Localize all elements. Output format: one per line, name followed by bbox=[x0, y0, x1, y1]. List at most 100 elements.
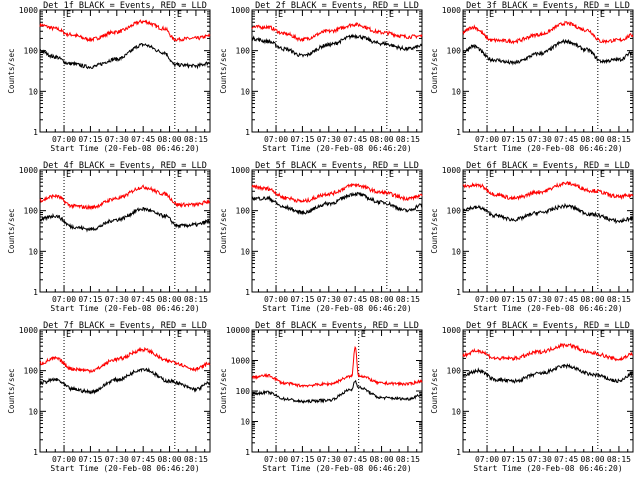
event-rate-line bbox=[39, 207, 211, 233]
time-marker-label: E bbox=[177, 10, 182, 20]
chart-panel-3: Det 3f BLACK = Events, RED = LLD 1 10 100 10… bbox=[430, 1, 634, 153]
lld-rate-line bbox=[462, 20, 634, 45]
chart-panel-9: Det 9f BLACK = Events, RED = LLD 1 10 100 10… bbox=[430, 321, 634, 473]
time-marker-label: E bbox=[361, 330, 366, 340]
x-tick-label: 08:00 bbox=[158, 295, 182, 304]
plot-frame bbox=[251, 169, 423, 293]
y-tick-label: 100 bbox=[447, 367, 462, 376]
y-axis-label: Counts/sec bbox=[430, 208, 439, 253]
y-tick-label: 10000 bbox=[226, 326, 250, 335]
lld-rate-line bbox=[462, 342, 633, 362]
x-tick-label: 08:00 bbox=[370, 455, 394, 464]
x-tick-label: 07:45 bbox=[554, 455, 578, 464]
chart-panel-2: Det 2f BLACK = Events, RED = LLD 1 10 100 10… bbox=[219, 1, 423, 153]
x-tick-label: 07:00 bbox=[475, 135, 499, 144]
event-rate-line bbox=[251, 33, 423, 58]
chart-title: Det 9f BLACK = Events, RED = LLD bbox=[466, 321, 630, 331]
y-tick-label: 1 bbox=[245, 288, 250, 297]
x-tick-label: 07:00 bbox=[52, 455, 76, 464]
x-axis-label: Start Time (20-Feb-08 06:46:20) bbox=[473, 304, 622, 313]
y-tick-label: 1 bbox=[245, 448, 250, 457]
chart-title: Det 8f BLACK = Events, RED = LLD bbox=[255, 321, 419, 331]
y-tick-label: 10 bbox=[451, 87, 461, 96]
y-axis-label: Counts/sec bbox=[430, 48, 439, 93]
x-tick-label: 07:30 bbox=[317, 295, 341, 304]
x-tick-label: 08:00 bbox=[370, 135, 394, 144]
y-tick-label: 100 bbox=[447, 207, 462, 216]
x-axis-label: Start Time (20-Feb-08 06:46:20) bbox=[50, 464, 199, 473]
time-marker-label: E bbox=[278, 330, 283, 340]
x-tick-label: 07:15 bbox=[290, 135, 314, 144]
chart-title: Det 2f BLACK = Events, RED = LLD bbox=[255, 1, 419, 11]
time-marker-label: E bbox=[278, 170, 283, 180]
y-axis-label: Counts/sec bbox=[219, 48, 228, 93]
chart-panel-8: Det 8f BLACK = Events, RED = LLD 1 10 100 10… bbox=[219, 321, 423, 473]
y-tick-label: 10 bbox=[240, 247, 250, 256]
y-tick-label: 10 bbox=[28, 247, 38, 256]
x-tick-label: 07:45 bbox=[131, 135, 155, 144]
x-axis-label: Start Time (20-Feb-08 06:46:20) bbox=[473, 144, 622, 153]
x-tick-label: 07:00 bbox=[264, 455, 288, 464]
y-tick-label: 10 bbox=[451, 407, 461, 416]
plot-frame bbox=[462, 9, 634, 133]
event-rate-line bbox=[462, 363, 634, 384]
y-tick-label: 10 bbox=[28, 407, 38, 416]
y-axis-label: Counts/sec bbox=[7, 48, 16, 93]
plot-frame bbox=[462, 329, 634, 453]
time-marker-label: E bbox=[600, 170, 605, 180]
lld-rate-line bbox=[251, 345, 423, 389]
y-tick-label: 10 bbox=[240, 418, 250, 427]
y-tick-label: 1 bbox=[456, 128, 461, 137]
x-tick-label: 07:15 bbox=[501, 455, 525, 464]
x-tick-label: 08:00 bbox=[370, 295, 394, 304]
x-tick-label: 07:00 bbox=[264, 295, 288, 304]
chart-panel-1: Det 1f BLACK = Events, RED = LLD 1 10 100 10… bbox=[7, 1, 211, 153]
chart-panel-4: Det 4f BLACK = Events, RED = LLD 1 10 100 10… bbox=[7, 161, 211, 313]
x-tick-label: 07:30 bbox=[105, 135, 129, 144]
event-rate-line bbox=[251, 191, 423, 216]
time-marker-label: E bbox=[489, 330, 494, 340]
event-rate-line bbox=[39, 42, 211, 70]
plot-frame bbox=[462, 169, 634, 293]
y-tick-label: 1000 bbox=[231, 357, 250, 366]
x-axis-label: Start Time (20-Feb-08 06:46:20) bbox=[50, 304, 199, 313]
y-tick-label: 10 bbox=[240, 87, 250, 96]
plot-frame bbox=[39, 169, 211, 293]
lld-rate-line bbox=[39, 184, 211, 211]
x-tick-label: 07:30 bbox=[528, 455, 552, 464]
x-tick-label: 07:30 bbox=[528, 295, 552, 304]
time-marker-label: E bbox=[389, 10, 394, 20]
y-tick-label: 100 bbox=[447, 47, 462, 56]
x-tick-label: 07:45 bbox=[554, 295, 578, 304]
chart-title: Det 7f BLACK = Events, RED = LLD bbox=[43, 321, 207, 331]
x-tick-label: 08:15 bbox=[607, 455, 631, 464]
time-marker-label: E bbox=[66, 10, 71, 20]
x-tick-label: 08:00 bbox=[581, 295, 605, 304]
y-axis-label: Counts/sec bbox=[219, 368, 228, 413]
x-tick-label: 07:00 bbox=[264, 135, 288, 144]
y-tick-label: 1 bbox=[33, 448, 38, 457]
y-tick-label: 1000 bbox=[19, 326, 38, 335]
x-tick-label: 07:15 bbox=[290, 295, 314, 304]
x-tick-label: 07:15 bbox=[78, 455, 102, 464]
y-tick-label: 100 bbox=[24, 207, 39, 216]
x-tick-label: 07:30 bbox=[317, 135, 341, 144]
x-tick-label: 08:00 bbox=[158, 455, 182, 464]
x-tick-label: 07:30 bbox=[528, 135, 552, 144]
x-tick-label: 08:15 bbox=[396, 295, 420, 304]
y-axis-label: Counts/sec bbox=[430, 368, 439, 413]
x-tick-label: 07:15 bbox=[78, 135, 102, 144]
y-tick-label: 10 bbox=[451, 247, 461, 256]
lld-rate-line bbox=[251, 182, 423, 204]
x-tick-label: 07:45 bbox=[343, 295, 367, 304]
time-marker-label: E bbox=[66, 170, 71, 180]
x-tick-label: 07:15 bbox=[78, 295, 102, 304]
chart-title: Det 1f BLACK = Events, RED = LLD bbox=[43, 1, 207, 11]
y-tick-label: 1000 bbox=[231, 6, 250, 15]
y-tick-label: 100 bbox=[236, 387, 251, 396]
x-tick-label: 08:15 bbox=[184, 295, 208, 304]
y-axis-label: Counts/sec bbox=[7, 368, 16, 413]
x-axis-label: Start Time (20-Feb-08 06:46:20) bbox=[262, 464, 411, 473]
event-rate-line bbox=[462, 202, 634, 225]
x-tick-label: 08:00 bbox=[581, 455, 605, 464]
